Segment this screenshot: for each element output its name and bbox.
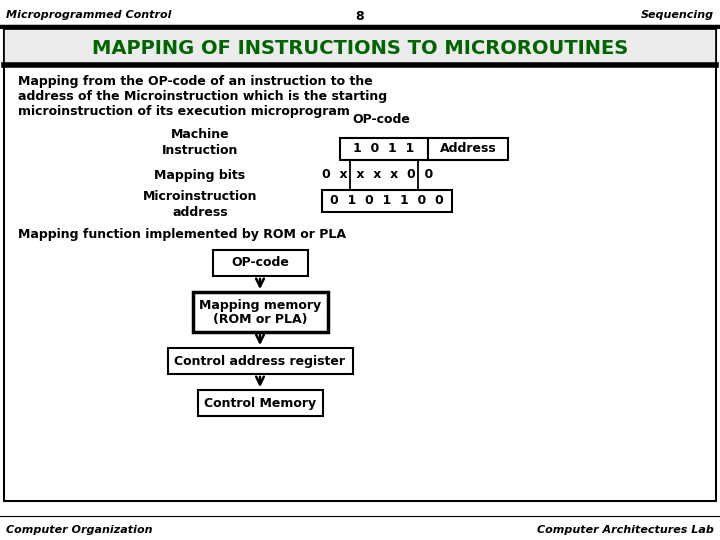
Text: Control address register: Control address register: [174, 354, 346, 368]
Text: Microinstruction
address: Microinstruction address: [143, 190, 257, 219]
Text: 8: 8: [356, 10, 364, 23]
Bar: [340, 138, 428, 160]
Bar: [4, 29, 716, 65]
Text: Address: Address: [440, 143, 496, 156]
Text: Sequencing: Sequencing: [641, 10, 714, 20]
Text: microinstruction of its execution microprogram: microinstruction of its execution microp…: [18, 105, 350, 118]
Text: Mapping function implemented by ROM or PLA: Mapping function implemented by ROM or P…: [18, 228, 346, 241]
Text: 1  0  1  1: 1 0 1 1: [354, 143, 415, 156]
Text: (ROM or PLA): (ROM or PLA): [212, 314, 307, 327]
Text: Control Memory: Control Memory: [204, 396, 316, 409]
Bar: [212, 250, 307, 276]
Text: 0  1  0  1  1  0  0: 0 1 0 1 1 0 0: [330, 194, 444, 207]
Text: MAPPING OF INSTRUCTIONS TO MICROROUTINES: MAPPING OF INSTRUCTIONS TO MICROROUTINES: [92, 38, 628, 57]
Text: Mapping memory: Mapping memory: [199, 299, 321, 312]
Text: OP-code: OP-code: [231, 256, 289, 269]
Text: 0  x  x  x  x  0  0: 0 x x x x 0 0: [322, 168, 433, 181]
Bar: [168, 348, 353, 374]
Bar: [197, 390, 323, 416]
Text: address of the Microinstruction which is the starting: address of the Microinstruction which is…: [18, 90, 387, 103]
Bar: [192, 292, 328, 332]
Text: Computer Architectures Lab: Computer Architectures Lab: [537, 525, 714, 535]
Text: Machine
Instruction: Machine Instruction: [162, 128, 238, 157]
Text: Mapping from the OP-code of an instruction to the: Mapping from the OP-code of an instructi…: [18, 75, 373, 88]
Text: OP-code: OP-code: [352, 113, 410, 126]
Text: Microprogrammed Control: Microprogrammed Control: [6, 10, 171, 20]
Bar: [428, 138, 508, 160]
Text: Mapping bits: Mapping bits: [154, 168, 246, 181]
Bar: [4, 29, 716, 501]
Text: Computer Organization: Computer Organization: [6, 525, 153, 535]
Bar: [322, 190, 452, 212]
